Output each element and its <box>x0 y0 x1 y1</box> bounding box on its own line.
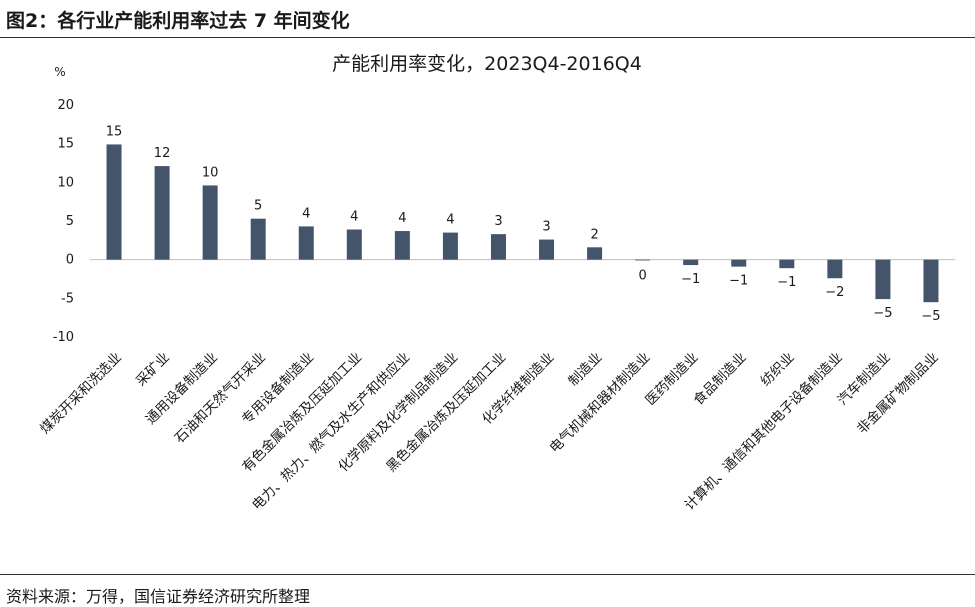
figure-caption: 图2：各行业产能利用率过去 7 年间变化 <box>6 10 350 32</box>
category-label: 煤炭开采和洗选业 <box>37 350 125 438</box>
data-label: 4 <box>446 213 454 228</box>
y-tick-label: 20 <box>57 98 74 113</box>
data-label: 5 <box>254 199 262 214</box>
bar <box>875 259 891 300</box>
bar <box>923 259 939 303</box>
data-label: −1 <box>681 272 700 287</box>
data-label: −2 <box>825 285 844 300</box>
data-label: 4 <box>350 210 358 225</box>
data-label: 0 <box>638 269 646 284</box>
y-tick-label: -5 <box>61 291 74 306</box>
bar <box>490 234 506 260</box>
bar <box>779 259 795 269</box>
data-label: −5 <box>921 309 940 324</box>
category-label: 食品制造业 <box>690 349 750 409</box>
figure-header: 图2：各行业产能利用率过去 7 年间变化 <box>0 0 975 38</box>
data-label: 3 <box>494 214 502 229</box>
data-labels: 15 12 10 5 4 4 4 4 3 3 2 0 −1 −1 −1 −2 −5 −5 <box>106 124 941 324</box>
bar <box>250 218 266 260</box>
data-label: −1 <box>729 274 748 289</box>
bar <box>202 185 218 260</box>
y-tick-label: 15 <box>57 137 74 152</box>
data-label: −1 <box>777 275 796 290</box>
y-axis-ticks: 20 15 10 5 0 -5 -10 <box>53 98 74 345</box>
y-axis-unit: % <box>54 65 65 79</box>
bar <box>731 259 747 267</box>
data-label: 15 <box>106 124 123 139</box>
bar <box>683 259 699 266</box>
bar <box>827 259 843 279</box>
category-label: 纺织业 <box>758 350 798 390</box>
bar <box>539 239 555 260</box>
bar <box>298 226 314 260</box>
header-divider <box>0 37 975 38</box>
bar <box>154 166 170 260</box>
bar <box>106 144 122 260</box>
bar <box>442 232 458 260</box>
data-label: 3 <box>542 220 550 235</box>
category-label: 石油和天然气开采业 <box>171 349 269 447</box>
bar <box>394 231 410 260</box>
data-label: 4 <box>398 211 406 226</box>
data-label: 12 <box>154 146 171 161</box>
bar <box>346 229 362 260</box>
chart-title: 产能利用率变化，2023Q4-2016Q4 <box>332 53 642 75</box>
y-tick-label: 10 <box>57 175 74 190</box>
data-label: −5 <box>873 306 892 321</box>
bar <box>635 259 651 261</box>
data-label: 2 <box>590 227 598 242</box>
data-label: 4 <box>302 206 310 221</box>
category-labels: 煤炭开采和洗选业 采矿业通用设备制造业石油和天然气开采业专用设备制造业有色金属冶炼… <box>37 349 942 514</box>
data-label: 10 <box>202 165 219 180</box>
source-note: 资料来源：万得，国信证券经济研究所整理 <box>6 587 311 606</box>
bars <box>106 144 939 303</box>
y-tick-label: -10 <box>53 330 74 345</box>
footer-divider <box>0 574 975 575</box>
category-label: 非金属矿物制品业 <box>854 350 942 438</box>
category-label: 采矿业 <box>133 350 173 390</box>
bar <box>587 247 603 260</box>
category-label: 制造业 <box>565 350 605 390</box>
y-tick-label: 5 <box>66 214 74 229</box>
y-tick-label: 0 <box>66 253 74 268</box>
